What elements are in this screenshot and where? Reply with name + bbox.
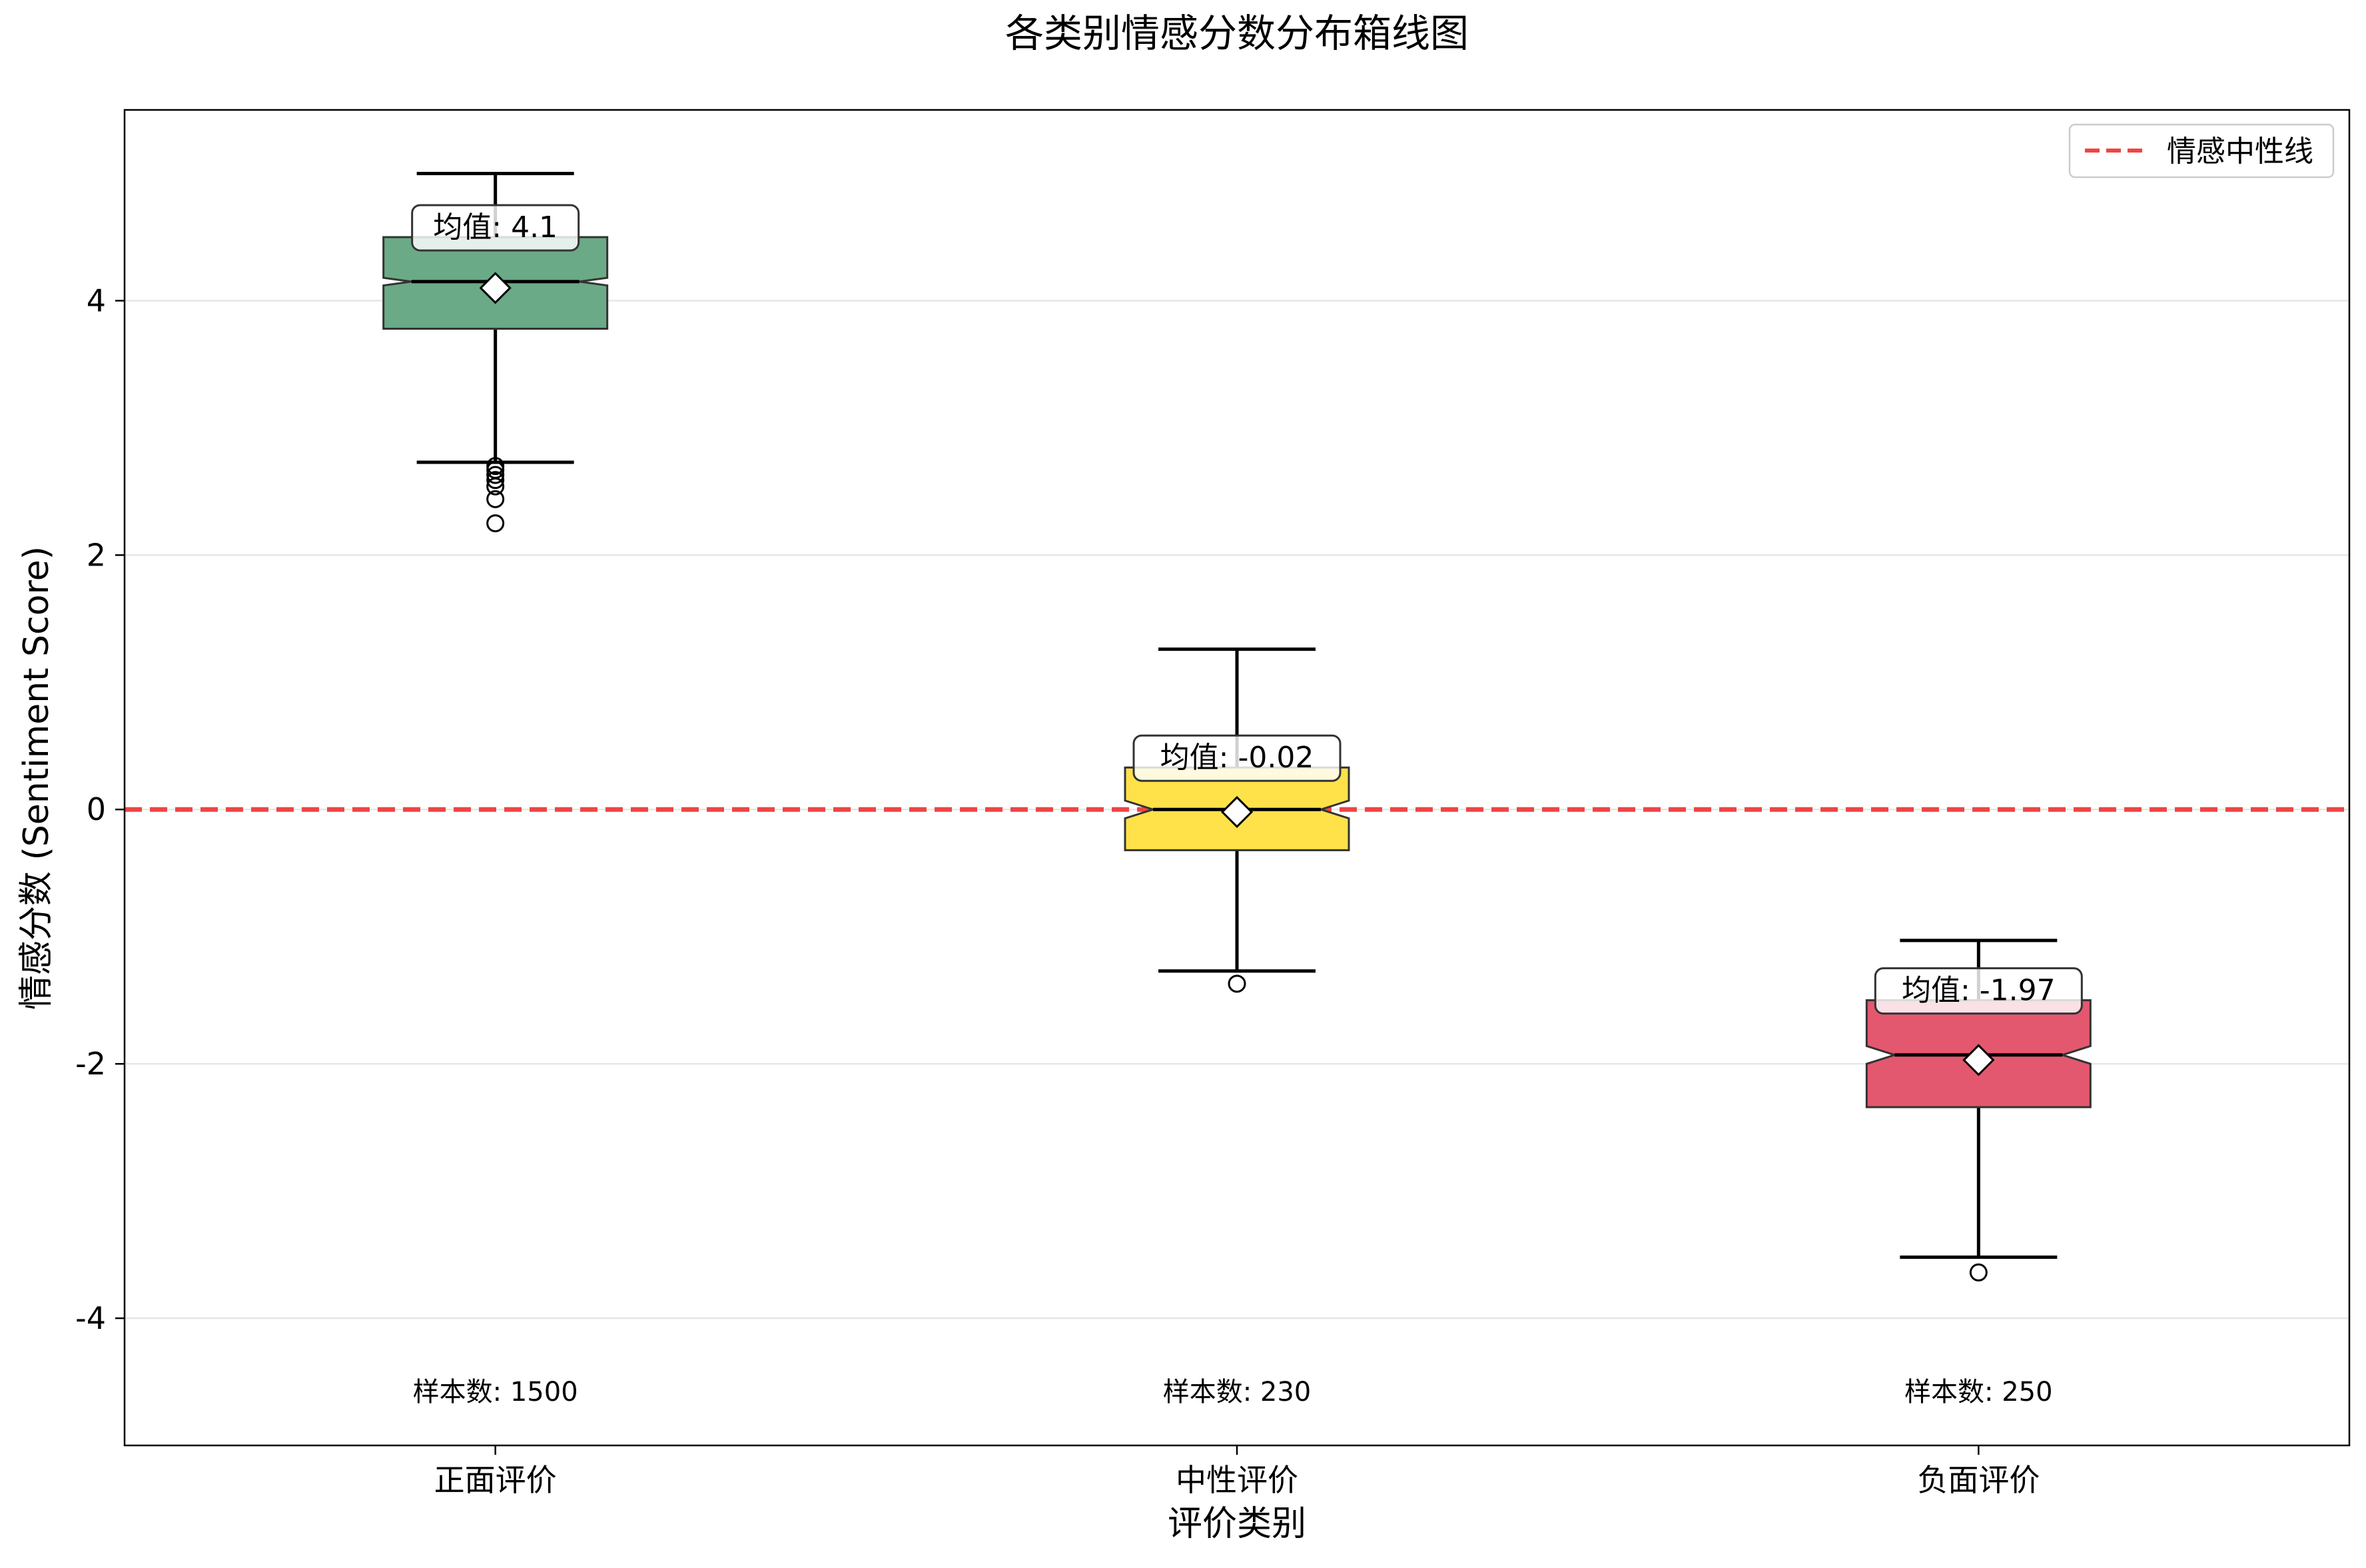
outlier-point bbox=[486, 514, 505, 533]
sample-count-label: 样本数: 1500 bbox=[413, 1377, 578, 1407]
x-axis-label: 评价类别 bbox=[1168, 1504, 1306, 1544]
y-tick-label: -4 bbox=[75, 1300, 106, 1336]
outlier-point bbox=[486, 471, 505, 490]
outlier-point bbox=[486, 490, 505, 508]
mean-label-box bbox=[1874, 967, 2083, 1015]
outlier-point bbox=[486, 457, 505, 476]
mean-label-box bbox=[1132, 734, 1342, 782]
mean-label: 均值: -0.02 bbox=[1160, 741, 1314, 775]
annotations: 均值: 4.1 样本数: 1500 均值: -0.02 样本数: 230 均值: -1.… bbox=[411, 204, 2083, 1407]
y-tick-label: 4 bbox=[87, 282, 106, 318]
legend: 情感中性线 bbox=[2068, 123, 2335, 179]
chart-title: 各类别情感分数分布箱线图 bbox=[1005, 11, 1469, 56]
mean-label-box bbox=[411, 204, 580, 252]
x-tick-label: 负面评价 bbox=[1917, 1462, 2040, 1498]
sample-count-label: 样本数: 230 bbox=[1163, 1377, 1312, 1407]
x-tick-label: 中性评价 bbox=[1176, 1462, 1298, 1498]
y-tick-label: -2 bbox=[75, 1046, 106, 1082]
outlier-point bbox=[486, 466, 505, 484]
mean-marker bbox=[1962, 1044, 1995, 1076]
axes: -4 -2 0 2 4 正面评价 中性评价 负面评价 bbox=[75, 282, 2040, 1498]
y-tick-label: 0 bbox=[87, 791, 106, 827]
sample-count-label: 样本数: 250 bbox=[1904, 1377, 2053, 1407]
mean-marker bbox=[1220, 795, 1254, 829]
mean-label: 均值: -1.97 bbox=[1902, 974, 2056, 1008]
y-tick-label: 2 bbox=[87, 537, 106, 573]
outlier-point bbox=[1228, 975, 1246, 993]
x-tick-label: 正面评价 bbox=[434, 1462, 557, 1498]
y-axis-label: 情感分数 (Sentiment Score) bbox=[17, 546, 57, 1010]
mean-marker bbox=[479, 272, 512, 304]
legend-frame bbox=[2068, 123, 2335, 179]
legend-label-neutral-line: 情感中性线 bbox=[2167, 135, 2313, 169]
outlier-point bbox=[1969, 1263, 1988, 1282]
mean-label: 均值: 4.1 bbox=[433, 210, 558, 244]
